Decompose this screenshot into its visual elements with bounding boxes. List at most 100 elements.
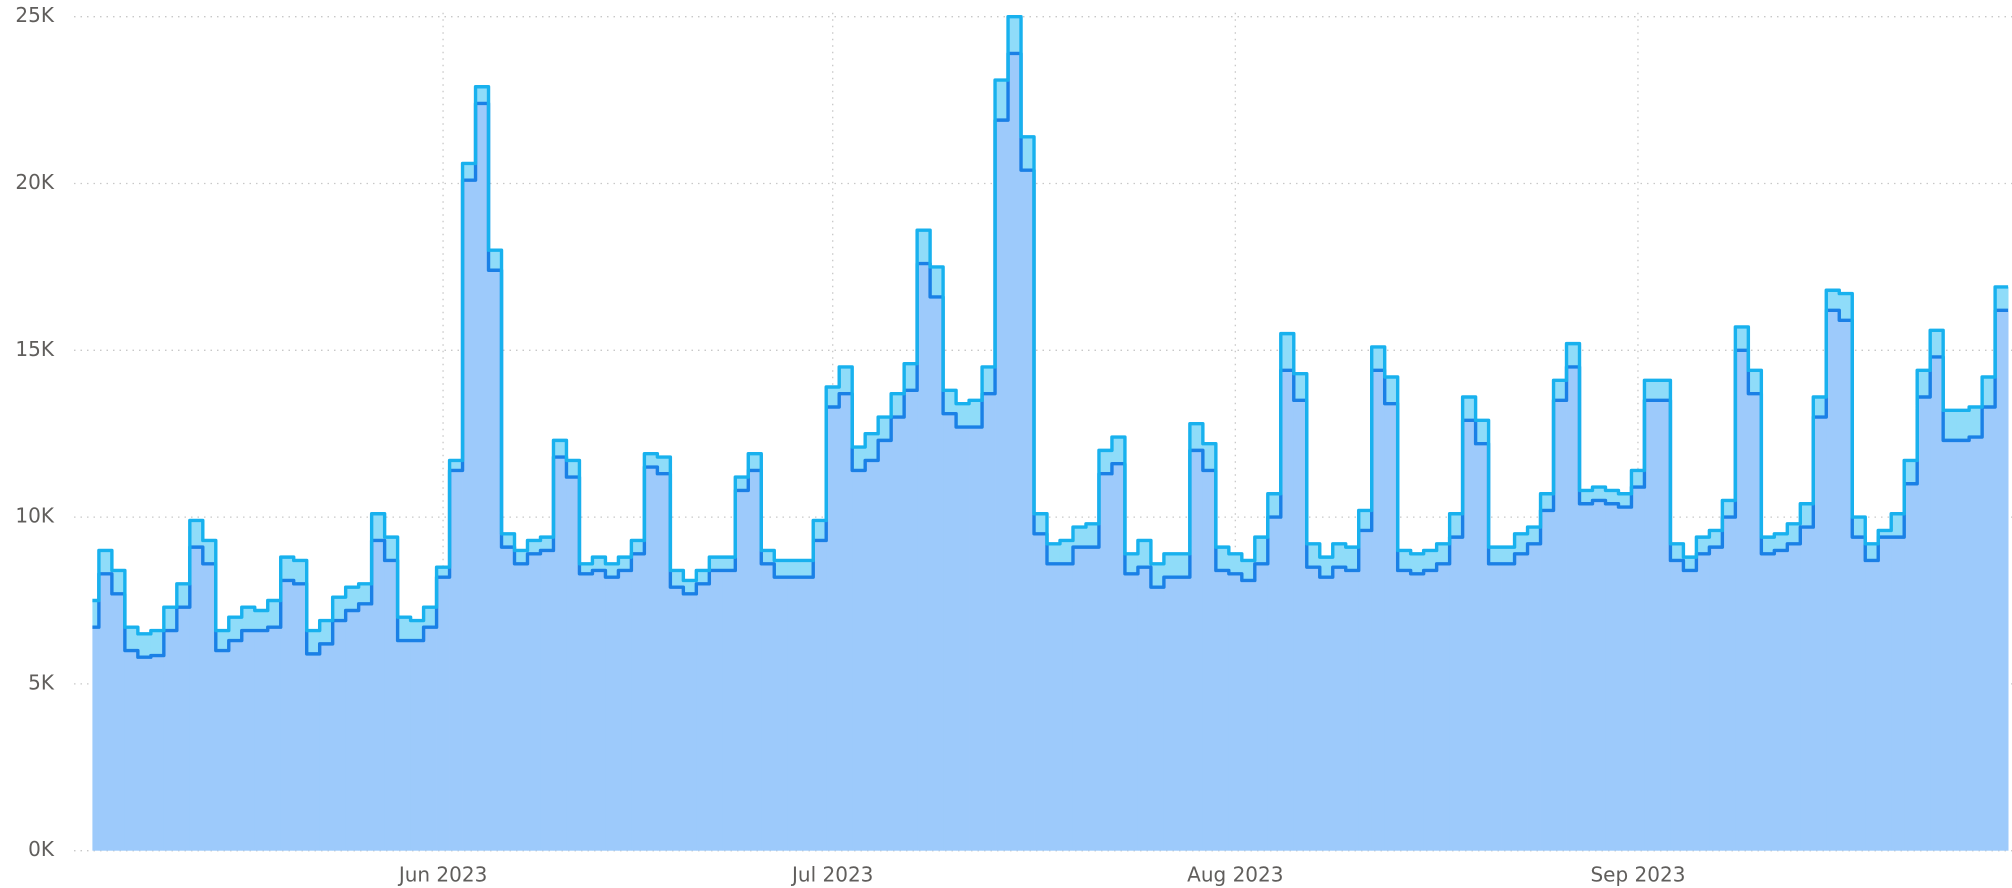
area-segment xyxy=(748,453,762,471)
area-segment xyxy=(1904,460,1918,484)
area-segment xyxy=(813,520,827,541)
area-segment xyxy=(709,557,723,571)
area-segment xyxy=(501,547,515,851)
area-segment xyxy=(1319,577,1334,851)
area-segment xyxy=(1943,410,1957,441)
area-segment xyxy=(254,630,269,851)
area-segment xyxy=(696,570,710,584)
area-segment xyxy=(1021,136,1035,171)
area-segment xyxy=(631,540,645,554)
area-segment xyxy=(618,570,632,851)
area-segment xyxy=(1540,510,1554,851)
area-segment xyxy=(1956,440,1970,851)
area-segment xyxy=(462,163,476,181)
area-segment xyxy=(787,577,801,851)
area-segment xyxy=(1839,320,1853,851)
area-segment xyxy=(1358,510,1373,531)
y-tick-label: 10K xyxy=(15,504,54,528)
area-segment xyxy=(92,600,100,628)
area-segment xyxy=(761,563,775,851)
area-segment xyxy=(397,640,412,851)
area-segment xyxy=(1605,490,1619,504)
area-segment xyxy=(696,583,710,851)
area-segment xyxy=(111,570,126,594)
area-segment xyxy=(969,400,983,428)
area-segment xyxy=(709,570,723,851)
area-segment xyxy=(241,630,256,851)
area-segment xyxy=(475,103,489,851)
area-segment xyxy=(215,630,230,651)
area-segment xyxy=(358,583,373,604)
area-segment xyxy=(1111,463,1126,851)
area-segment xyxy=(1644,380,1658,401)
area-segment xyxy=(384,537,399,561)
area-segment xyxy=(1345,570,1360,851)
area-segment xyxy=(241,607,256,631)
area-segment xyxy=(371,513,386,541)
area-segment xyxy=(1995,286,2009,311)
area-segment xyxy=(540,550,554,851)
area-segment xyxy=(1878,530,1892,538)
area-segment xyxy=(1008,53,1022,851)
area-segment xyxy=(1865,543,1879,561)
area-segment xyxy=(1670,560,1684,851)
area-segment xyxy=(982,393,996,851)
y-tick-label: 15K xyxy=(15,337,54,361)
area-segment xyxy=(1280,333,1295,371)
area-segment xyxy=(1839,293,1853,321)
area-segment xyxy=(293,583,308,851)
step-line xyxy=(92,15,2009,636)
area-segment xyxy=(644,467,658,851)
area-segment xyxy=(1982,407,1996,851)
area-segment xyxy=(1137,567,1152,851)
area-segment xyxy=(202,563,217,851)
area-segment xyxy=(826,386,840,408)
area-segment xyxy=(397,617,412,641)
x-tick-label: Aug 2023 xyxy=(1187,863,1283,887)
area-segment xyxy=(332,597,347,621)
area-segment xyxy=(748,470,762,851)
area-segment xyxy=(1241,580,1256,851)
area-segment xyxy=(995,80,1009,121)
area-segment xyxy=(189,547,204,851)
area-segment xyxy=(917,230,931,264)
area-segment xyxy=(891,417,905,851)
area-segment xyxy=(1761,553,1775,851)
area-segment xyxy=(1800,527,1814,851)
area-segment xyxy=(995,120,1009,851)
area-segment xyxy=(1631,487,1645,851)
area-segment xyxy=(1722,517,1736,851)
area-segment xyxy=(176,583,191,608)
area-segment xyxy=(1176,577,1191,851)
area-segment xyxy=(1423,570,1438,851)
area-segment xyxy=(1579,490,1593,504)
area-segment xyxy=(1735,350,1749,851)
area-segment xyxy=(579,563,593,574)
area-segment xyxy=(488,270,502,851)
area-segment xyxy=(1488,547,1502,564)
area-segment xyxy=(813,540,827,851)
area-segment xyxy=(1254,537,1269,564)
area-segment xyxy=(761,550,775,564)
area-segment xyxy=(1475,420,1489,444)
area-segment xyxy=(124,650,139,851)
area-segment xyxy=(150,655,165,851)
area-segment xyxy=(1930,330,1944,357)
area-segment xyxy=(514,563,528,851)
area-segment xyxy=(1215,547,1230,571)
area-segment xyxy=(982,366,996,394)
area-segment xyxy=(1683,570,1697,851)
area-segment xyxy=(839,366,853,394)
area-segment xyxy=(137,633,152,658)
area-segment xyxy=(1085,523,1100,548)
area-segment xyxy=(1059,540,1074,564)
area-segment xyxy=(670,587,684,851)
area-segment xyxy=(1254,563,1269,851)
area-segment xyxy=(514,550,528,564)
area-segment xyxy=(1566,343,1580,367)
area-segment xyxy=(1163,553,1178,578)
area-segment xyxy=(956,403,970,428)
area-segment xyxy=(332,620,347,851)
area-segment xyxy=(111,593,126,851)
area-segment xyxy=(1202,443,1217,471)
